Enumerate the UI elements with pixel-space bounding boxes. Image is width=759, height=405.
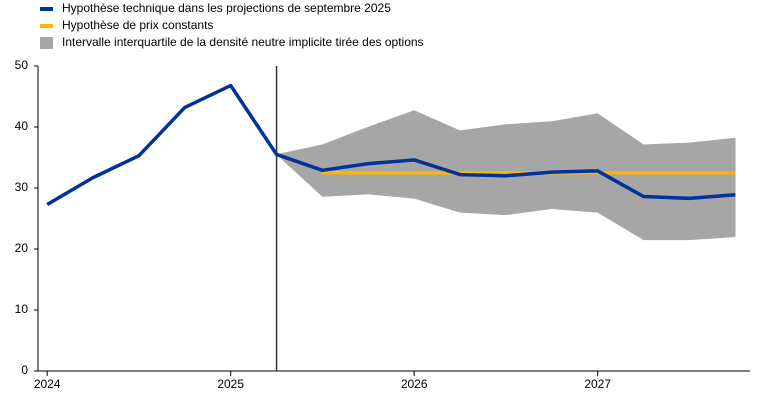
legend-swatch — [40, 7, 53, 11]
x-tick-label: 2024 — [34, 377, 61, 391]
y-tick-label: 0 — [21, 363, 28, 377]
legend-label: Hypothèse de prix constants — [62, 18, 213, 32]
x-tick-label: 2027 — [584, 377, 611, 391]
band-segment — [368, 110, 415, 199]
x-tick-label: 2025 — [217, 377, 244, 391]
y-tick-label: 40 — [15, 119, 29, 133]
y-tick-label: 50 — [15, 58, 29, 72]
y-tick-label: 10 — [15, 302, 29, 316]
y-tick-label: 30 — [15, 180, 29, 194]
band-segment — [689, 137, 736, 241]
legend-swatch — [40, 37, 53, 49]
legend-label: Intervalle interquartile de la densité n… — [62, 35, 424, 49]
x-tick-label: 2026 — [401, 377, 428, 391]
band-segment — [459, 124, 507, 216]
y-tick-label: 20 — [15, 241, 29, 255]
band-segment — [643, 142, 690, 241]
series-line — [46, 83, 736, 206]
band-segment — [505, 121, 553, 216]
band-segment — [551, 113, 598, 213]
legend-swatch — [40, 24, 53, 28]
band-segment — [276, 144, 323, 198]
band-segment — [322, 126, 369, 197]
legend-label: Hypothèse technique dans les projections… — [62, 1, 391, 15]
